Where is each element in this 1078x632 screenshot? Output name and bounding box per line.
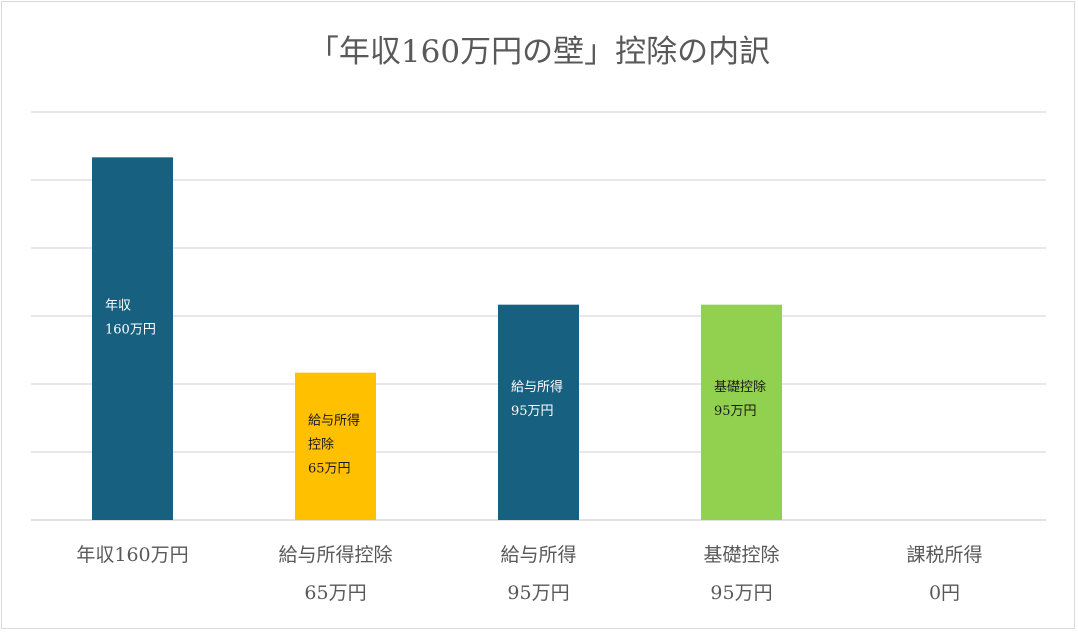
chart-title: 「年収160万円の壁」控除の内訳 (307, 34, 771, 70)
bar-2 (498, 304, 579, 520)
bar-1 (295, 372, 376, 520)
category-label-2: 給与所得 95万円 (500, 544, 576, 604)
category-label-3: 基礎控除 95万円 (703, 544, 779, 604)
category-label-4: 課税所得 0円 (906, 544, 982, 604)
bar-label-2: 給与所得 95万円 (511, 379, 563, 419)
bar-label-1: 給与所得控除 65万円 (308, 413, 360, 477)
category-label-1: 給与所得控除 65万円 (278, 544, 392, 604)
bar-0 (92, 157, 173, 521)
bar-3 (701, 304, 782, 520)
bar-label-3: 基礎控除 95万円 (714, 380, 766, 419)
category-label-0: 年収160万円 (76, 544, 188, 566)
bar-label-0: 年収 160万円 (105, 299, 156, 338)
